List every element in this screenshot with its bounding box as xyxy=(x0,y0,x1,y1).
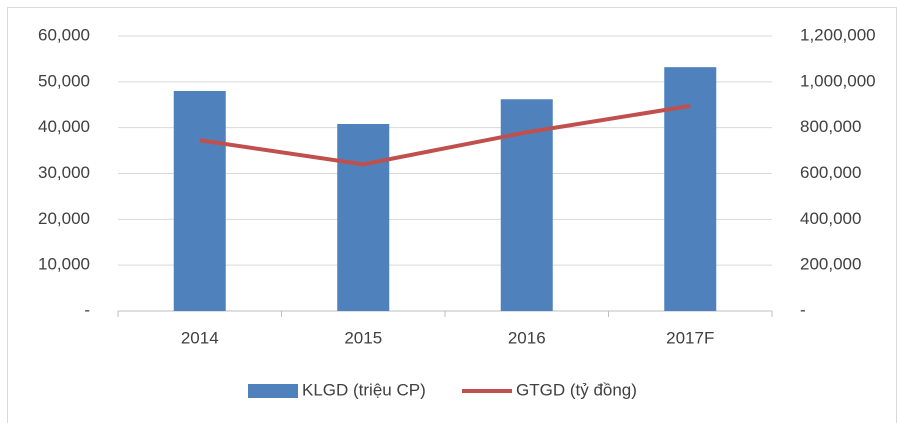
y2-tick-label: 1,000,000 xyxy=(800,71,876,90)
y2-tick-label: 400,000 xyxy=(800,209,861,228)
bar xyxy=(337,124,390,311)
y2-tick-label: 200,000 xyxy=(800,255,861,274)
y2-tick-label: 800,000 xyxy=(800,117,861,136)
legend-label: GTGD (tỷ đồng) xyxy=(516,380,637,399)
y-tick-label: 30,000 xyxy=(38,163,90,182)
x-tick-label: 2016 xyxy=(508,328,546,347)
y2-tick-label: 1,200,000 xyxy=(800,25,876,44)
legend-swatch xyxy=(248,384,298,398)
y-tick-label: 50,000 xyxy=(38,71,90,90)
y-tick-label: 60,000 xyxy=(38,25,90,44)
line xyxy=(199,103,691,167)
x-tick-label: 2015 xyxy=(344,328,382,347)
y-tick-label: 20,000 xyxy=(38,209,90,228)
y2-tick-label: 600,000 xyxy=(800,163,861,182)
x-tick-label: 2017F xyxy=(666,328,714,347)
bar xyxy=(664,67,717,312)
chart-border xyxy=(7,7,897,423)
x-tick-label: 2014 xyxy=(181,328,219,347)
legend-label: KLGD (triệu CP) xyxy=(302,380,426,399)
y2-tick-label: - xyxy=(800,300,806,319)
y-tick-label: 40,000 xyxy=(38,117,90,136)
bar xyxy=(173,91,226,311)
y-tick-label: 10,000 xyxy=(38,255,90,274)
y-tick-label: - xyxy=(84,300,90,319)
